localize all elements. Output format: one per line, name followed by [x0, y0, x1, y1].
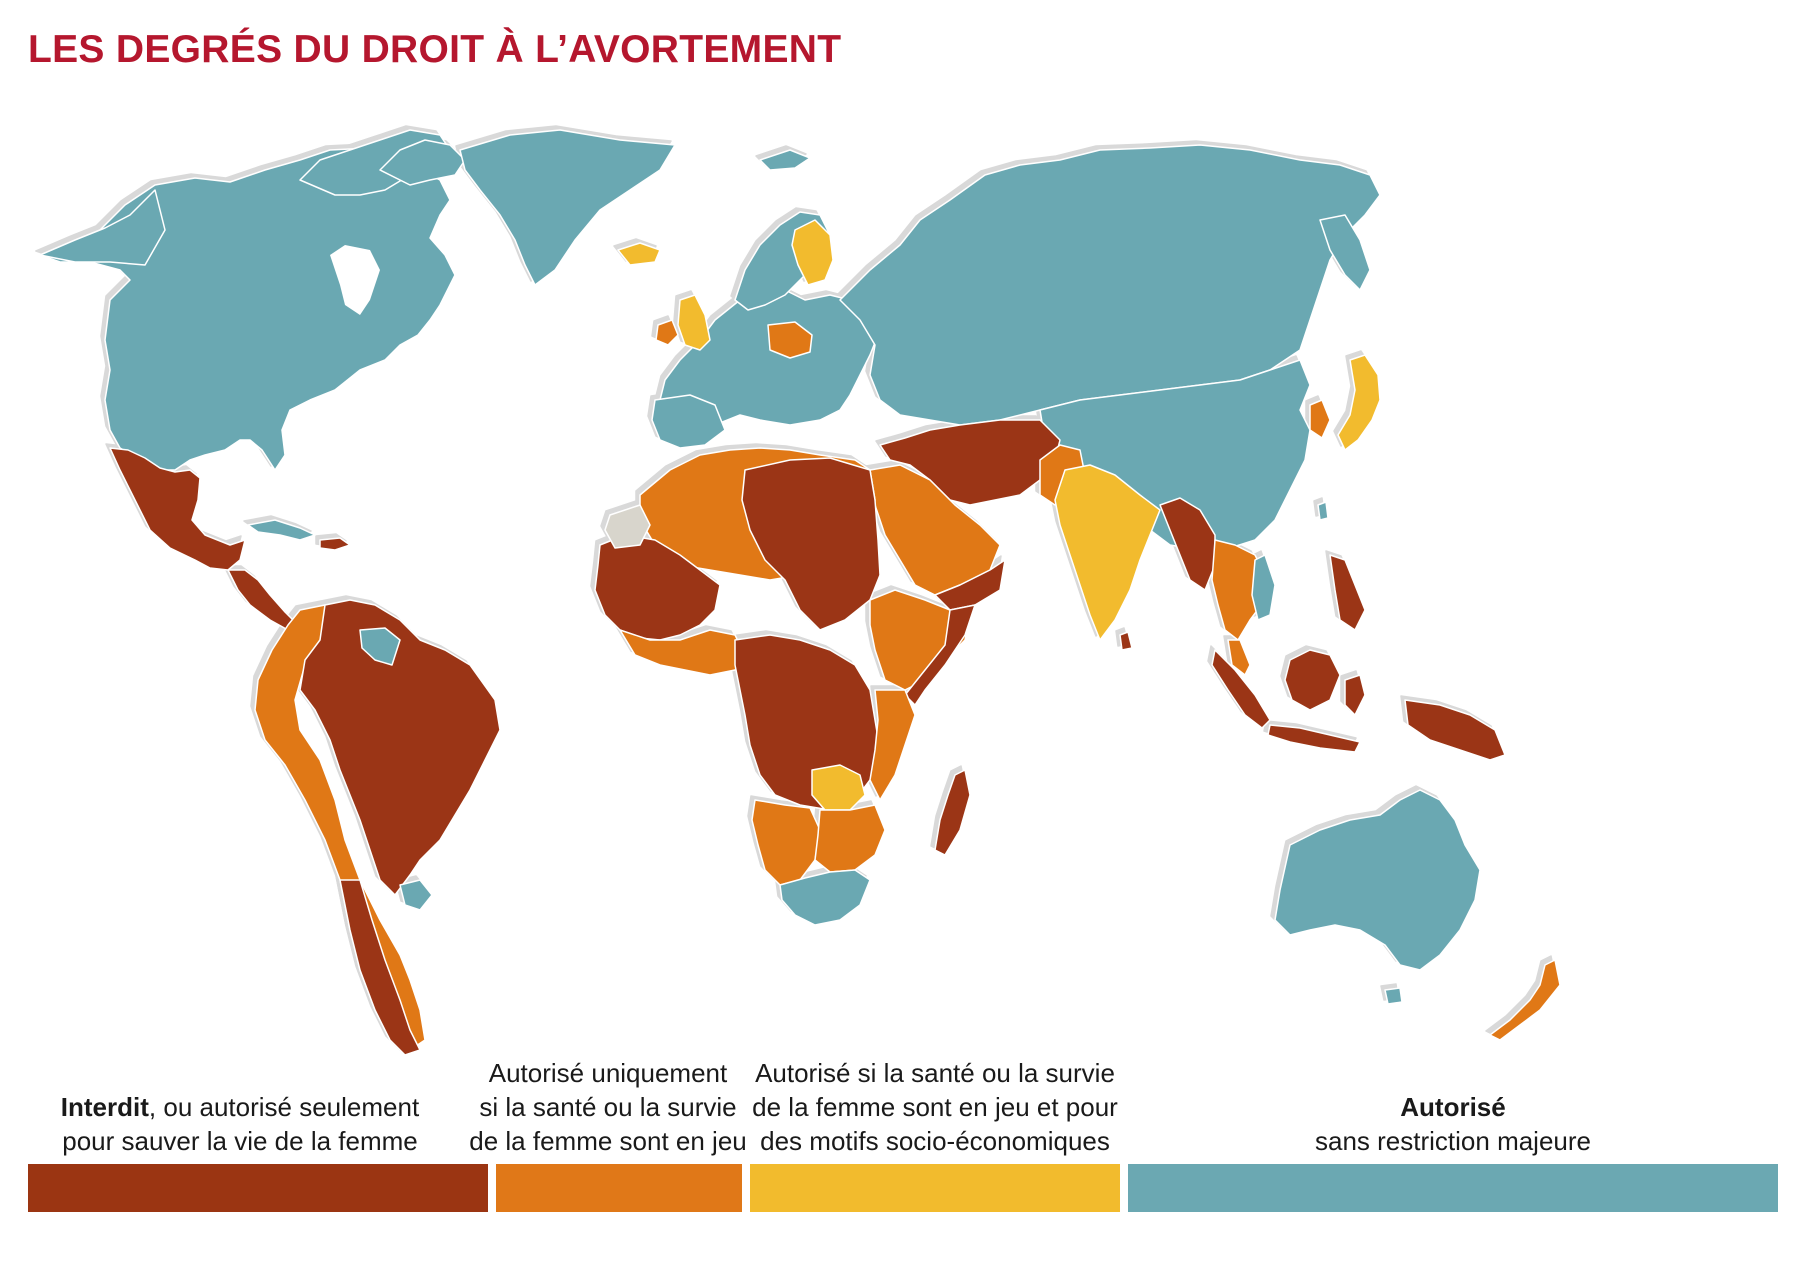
- region-poland: [767, 321, 813, 359]
- map-title: LES DEGRÉS DU DROIT À L’AVORTEMENT: [28, 28, 842, 71]
- region-east-africa: [869, 689, 916, 801]
- legend-sante-line3: de la femme sont en jeu: [469, 1126, 747, 1156]
- region-new-zealand: [1489, 959, 1561, 1041]
- region-zambia: [811, 764, 866, 811]
- region-australia: [1274, 789, 1481, 971]
- region-sri-lanka: [1119, 631, 1133, 651]
- region-south-america-west: [254, 604, 426, 1051]
- region-central-america: [227, 569, 299, 631]
- region-indonesia-sumatra: [1211, 649, 1271, 729]
- region-korea-south: [1309, 399, 1331, 439]
- region-southern-africa-mid: [814, 804, 886, 873]
- region-southeast-asia: [1211, 539, 1266, 641]
- region-gulf-guinea: [619, 629, 746, 676]
- legend-label-socio: Autorisé si la santé ou la survie de la …: [750, 1056, 1120, 1158]
- legend-swatch-socio: [750, 1164, 1120, 1212]
- region-tasmania: [1384, 987, 1403, 1005]
- legend-swatch-sante: [496, 1164, 742, 1212]
- region-vietnam: [1251, 554, 1276, 621]
- region-borneo: [1284, 649, 1341, 711]
- legend-swatch-autorise: [1128, 1164, 1778, 1212]
- region-kamchatka: [1319, 214, 1371, 291]
- region-caribbean-hispaniola: [319, 537, 351, 551]
- legend-sante-line1: Autorisé uniquement: [488, 1058, 728, 1088]
- region-india: [1054, 464, 1161, 641]
- legend-interdit-line2: pour sauver la vie de la femme: [62, 1126, 418, 1156]
- legend-autorise-bold: Autorisé: [1400, 1092, 1506, 1122]
- region-philippines: [1329, 554, 1366, 631]
- legend-label-autorise: Autorisé sans restriction majeure: [1128, 1090, 1778, 1158]
- legend-socio-line1: Autorisé si la santé ou la survie: [755, 1058, 1115, 1088]
- region-bangladesh-myanmar: [1159, 497, 1216, 591]
- region-angola-namibia: [751, 799, 821, 886]
- region-svalbard: [759, 149, 811, 171]
- legend-socio-line3: des motifs socio-économiques: [760, 1126, 1110, 1156]
- region-ireland: [655, 319, 679, 346]
- legend-socio-line2: de la femme sont en jeu et pour: [752, 1092, 1118, 1122]
- region-hudson-bay: [330, 245, 380, 315]
- region-alaska: [39, 189, 166, 266]
- legend-sante-line2: si la santé ou la survie: [479, 1092, 737, 1122]
- region-greenland: [459, 129, 676, 286]
- region-malaysia-peninsula: [1227, 639, 1251, 676]
- legend-label-interdit: Interdit, ou autorisé seulement pour sau…: [30, 1090, 450, 1158]
- region-sulawesi: [1344, 674, 1366, 716]
- region-north-america: [39, 147, 456, 471]
- region-somalia: [904, 604, 976, 706]
- legend-interdit-bold: Interdit: [60, 1092, 149, 1122]
- region-madagascar: [934, 769, 971, 856]
- legend-label-sante: Autorisé uniquement si la santé ou la su…: [468, 1056, 748, 1158]
- legend-autorise-line2: sans restriction majeure: [1315, 1126, 1591, 1156]
- region-taiwan: [1317, 501, 1329, 521]
- region-caribbean-cuba: [247, 519, 316, 541]
- legend-swatch-interdit: [28, 1164, 488, 1212]
- region-finland: [791, 219, 834, 286]
- region-west-africa: [594, 534, 721, 641]
- region-mexico: [109, 447, 246, 571]
- region-great-britain: [677, 294, 711, 351]
- region-western-sahara: [604, 504, 651, 549]
- region-argentina-chile-south: [339, 879, 421, 1056]
- region-japan: [1337, 354, 1381, 451]
- region-russia-central-asia: [839, 144, 1381, 426]
- legend-interdit-line1: , ou autorisé seulement: [148, 1092, 420, 1122]
- region-indonesia-java: [1267, 724, 1361, 753]
- region-libya-egypt-sudan: [741, 457, 881, 631]
- region-uruguay: [399, 879, 433, 911]
- region-iberia: [651, 394, 726, 449]
- region-iceland: [617, 242, 661, 266]
- region-brazil-andes: [299, 599, 501, 896]
- region-south-africa: [779, 869, 871, 926]
- region-guiana: [359, 627, 401, 666]
- region-new-guinea: [1404, 699, 1506, 761]
